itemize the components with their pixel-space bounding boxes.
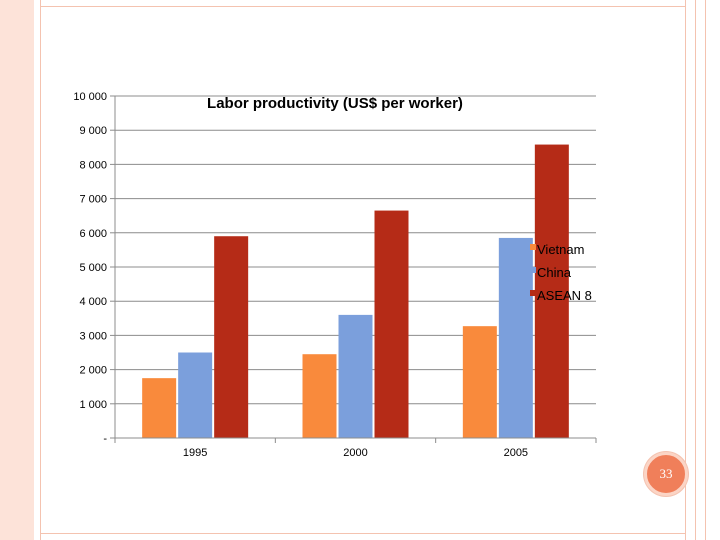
y-tick-label: 4 000 — [79, 296, 107, 308]
legend-swatch — [530, 290, 536, 296]
legend-label: ASEAN 8 — [537, 288, 592, 303]
y-tick-label: 5 000 — [79, 262, 107, 274]
y-tick-label: 7 000 — [79, 194, 107, 206]
slide-frame-right — [685, 0, 720, 540]
bars — [142, 144, 569, 438]
x-tick-label: 2000 — [343, 447, 367, 459]
legend-swatch — [530, 244, 536, 250]
legend-label: China — [537, 265, 572, 280]
bar-china-2000 — [338, 314, 373, 438]
slide-frame-bottom — [40, 533, 686, 534]
y-tick-label: 2 000 — [79, 365, 107, 377]
slide-frame-right-line — [695, 0, 696, 540]
bar-asean-8-2005 — [534, 144, 569, 438]
y-tick-label: 1 000 — [79, 399, 107, 411]
slide-frame-top — [40, 6, 686, 7]
slide-frame-right-line-2 — [705, 0, 706, 540]
y-tick-label: 3 000 — [79, 330, 107, 342]
x-tick-label: 2005 — [504, 447, 528, 459]
axes: - 1 000 2 000 3 000 4 000 5 000 6 000 7 000 8 00… — [73, 91, 597, 459]
bar-china-1995 — [178, 352, 213, 438]
bar-vietnam-2005 — [462, 326, 497, 438]
legend: Vietnam China ASEAN 8 — [530, 242, 592, 303]
bar-asean-8-2000 — [374, 210, 409, 438]
slide-frame-left-inner — [34, 0, 41, 540]
legend-label: Vietnam — [537, 242, 584, 257]
y-tick-label: - — [103, 433, 107, 445]
y-tick-label: 8 000 — [79, 159, 107, 171]
page-number-badge: 33 — [644, 452, 688, 496]
bar-asean-8-1995 — [214, 236, 249, 438]
y-tick-label: 6 000 — [79, 228, 107, 240]
y-tick-label: 9 000 — [79, 125, 107, 137]
chart-title: Labor productivity (US$ per worker) — [207, 95, 463, 112]
bar-vietnam-1995 — [142, 378, 177, 438]
x-tick-label: 1995 — [183, 447, 207, 459]
bar-china-2005 — [498, 237, 533, 438]
bar-vietnam-2000 — [302, 354, 337, 438]
y-tick-label: 10 000 — [73, 91, 107, 103]
legend-swatch — [530, 267, 536, 273]
